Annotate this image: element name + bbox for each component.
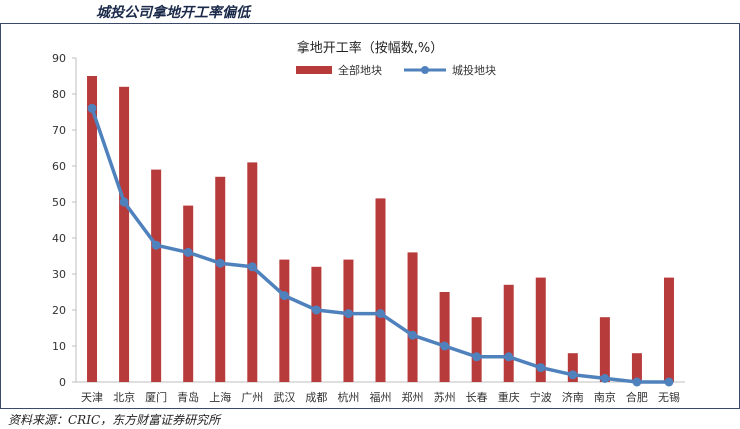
legend-label-bar: 全部地块 [338, 63, 382, 77]
x-tick-label: 济南 [562, 390, 584, 404]
bar [119, 86, 130, 383]
line-point [311, 305, 321, 315]
y-axis: 0 10 20 30 40 50 60 70 80 90 [52, 52, 77, 389]
bar [183, 205, 194, 382]
line-point [536, 363, 546, 373]
frame-left-border [0, 23, 1, 408]
x-tick-label: 长春 [466, 391, 488, 404]
line-point [87, 103, 97, 113]
line-point [440, 341, 450, 351]
x-tick-label: 宁波 [530, 390, 552, 404]
legend-swatch-bar [296, 66, 332, 74]
x-tick-label: 南京 [594, 390, 616, 404]
bar [631, 353, 642, 382]
x-tick-label: 合肥 [626, 390, 648, 404]
line-point [376, 309, 385, 319]
x-tick-label: 天津 [81, 391, 103, 404]
bar [151, 169, 162, 382]
x-tick-label: 成都 [305, 391, 327, 404]
line-point [408, 330, 418, 340]
y-tick-label: 0 [59, 376, 66, 389]
x-tick-label: 北京 [113, 390, 135, 404]
bar [279, 259, 290, 382]
bar [375, 198, 386, 382]
x-tick-label: 重庆 [498, 390, 520, 404]
line-point [119, 197, 129, 207]
bar [407, 252, 418, 382]
line-point [472, 352, 482, 362]
x-tick-label: 福州 [370, 390, 392, 404]
line-point [504, 352, 514, 362]
heading-rule [0, 23, 740, 24]
line-point [183, 247, 193, 257]
x-tick-label: 广州 [241, 391, 263, 404]
x-tick-label: 苏州 [434, 391, 456, 404]
line-point [279, 291, 289, 301]
line-series [87, 103, 674, 387]
bar [311, 266, 322, 382]
y-tick-label: 20 [52, 304, 66, 317]
x-tick-label: 郑州 [402, 390, 424, 404]
bar [535, 277, 546, 382]
chart-title: 拿地开工率（按幅数,%） [297, 40, 444, 56]
footer-rule [0, 408, 740, 409]
legend-marker-line [421, 66, 429, 74]
page-heading: 城投公司拿地开工率偏低 [96, 5, 250, 21]
bar [503, 284, 514, 382]
x-tick-label: 上海 [209, 390, 231, 404]
x-tick-label: 青岛 [177, 390, 199, 404]
bar [439, 292, 450, 382]
x-axis: 天津 北京 厦门 青岛 上海 广州 武汉 成都 杭州 福州 郑州 苏州 长春 重庆 宁波 济南 南京 合肥 无锡 [76, 381, 685, 404]
y-tick-label: 60 [52, 160, 66, 173]
bar [567, 353, 578, 382]
y-tick-label: 10 [52, 340, 66, 353]
x-tick-label: 厦门 [145, 390, 167, 404]
bar [471, 317, 482, 382]
line-point [343, 309, 353, 319]
bar [599, 317, 610, 382]
y-tick-label: 90 [52, 52, 66, 65]
line-point [600, 373, 610, 383]
bar [663, 277, 674, 382]
y-tick-label: 40 [52, 232, 66, 245]
y-tick-label: 50 [52, 196, 66, 209]
y-tick-label: 80 [52, 88, 66, 101]
line-point [632, 377, 642, 387]
x-tick-label: 武汉 [273, 391, 295, 404]
source-note: 资料来源：CRIC，东方财富证券研究所 [8, 413, 221, 427]
line-point [247, 262, 257, 272]
line-point [151, 240, 161, 250]
x-tick-label: 无锡 [658, 390, 680, 404]
bar [343, 259, 354, 382]
line-point [568, 370, 578, 380]
x-tick-label: 杭州 [337, 390, 359, 404]
bar-series [87, 76, 674, 383]
y-tick-label: 30 [52, 268, 66, 281]
legend: 全部地块 城投地块 [296, 63, 496, 77]
y-tick-label: 70 [52, 124, 66, 137]
line-point [215, 258, 225, 268]
bar [247, 162, 258, 382]
bar [87, 76, 98, 382]
line-point [664, 377, 674, 387]
bar [215, 176, 226, 382]
legend-label-line: 城投地块 [452, 63, 496, 77]
